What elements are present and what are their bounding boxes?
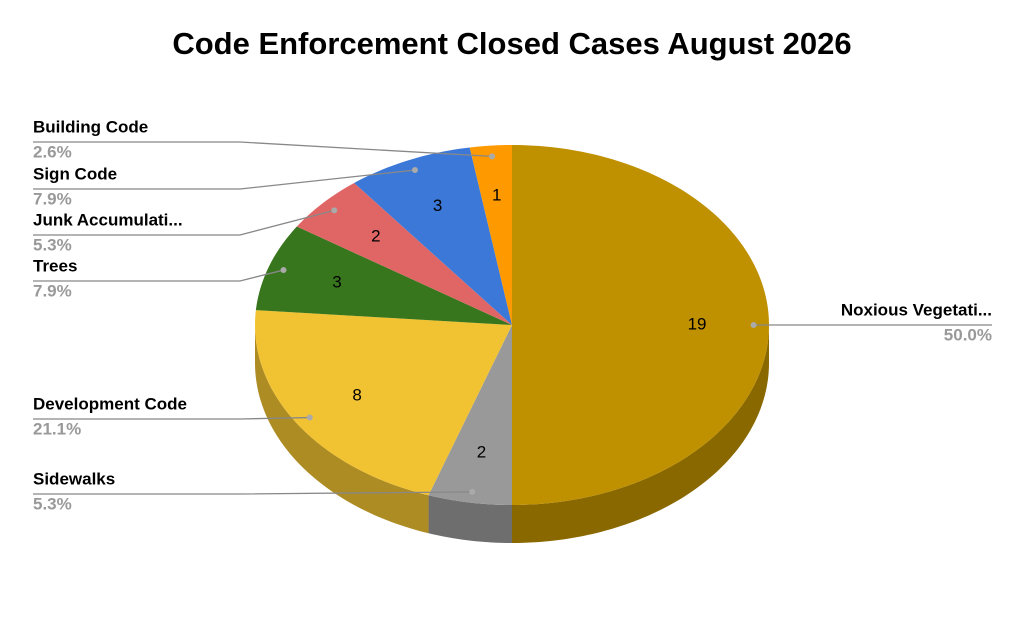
leader-line [33, 491, 473, 495]
category-label: Development Code [33, 394, 187, 413]
chart-title: Code Enforcement Closed Cases August 202… [172, 26, 851, 61]
leader-line [33, 416, 310, 420]
slice-side [255, 325, 429, 534]
category-label: Sidewalks [33, 469, 115, 488]
leader-dot [469, 488, 476, 495]
leader-line [33, 269, 284, 282]
value-label: 8 [352, 385, 361, 404]
slice [469, 145, 512, 325]
category-label: Building Code [33, 117, 148, 136]
slice [428, 325, 512, 505]
value-label: 19 [688, 314, 707, 333]
value-label: 2 [477, 442, 486, 461]
slice-side [428, 495, 512, 543]
category-label: Sign Code [33, 164, 117, 183]
percent-label: 7.9% [33, 189, 72, 208]
value-label: 3 [332, 272, 341, 291]
value-label: 3 [433, 196, 442, 215]
percent-label: 2.6% [33, 142, 72, 161]
value-label: 1 [492, 185, 501, 204]
leader-dot [280, 267, 287, 274]
value-label: 2 [371, 227, 380, 246]
percent-label: 5.3% [33, 494, 72, 513]
slice-side [512, 325, 769, 543]
percent-label: 5.3% [33, 235, 72, 254]
category-label: Junk Accumulati... [33, 210, 183, 229]
leader-dot [750, 322, 757, 328]
leader-line [33, 141, 493, 158]
slice [296, 182, 512, 325]
leader-line [33, 169, 416, 190]
slice [354, 147, 512, 325]
slice [255, 226, 512, 325]
percent-label: 7.9% [33, 281, 72, 300]
percent-label: 50.0% [944, 325, 992, 344]
slice [512, 145, 769, 505]
slice [255, 310, 512, 496]
leader-dot [331, 207, 338, 214]
category-label: Trees [33, 256, 77, 275]
leader-dot [489, 153, 496, 160]
leader-line [33, 209, 335, 236]
leader-dot [306, 414, 313, 421]
category-label: Noxious Vegetati... [841, 300, 992, 319]
percent-label: 21.1% [33, 419, 81, 438]
leader-dot [411, 167, 418, 174]
